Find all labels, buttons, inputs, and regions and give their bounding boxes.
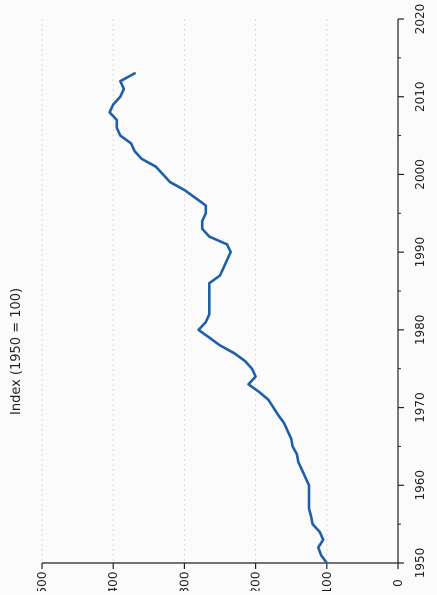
year-tick-label-2010: 2010 (413, 81, 427, 112)
value-tick-label-100: 100 (320, 572, 334, 591)
grid-layer (41, 19, 328, 563)
year-tick-label-2000: 2000 (413, 159, 427, 190)
value-tick-label-300: 300 (177, 572, 191, 591)
year-tick-label-1950: 1950 (413, 548, 427, 579)
year-tick-label-2020: 2020 (413, 4, 427, 35)
axis-layer: 1950 1960 1970 1980 1990 2000 2010 2020 0 100 200 3… (35, 4, 427, 595)
value-tick-label-500: 500 (35, 572, 49, 591)
series-line-0 (108, 72, 329, 565)
chart-title: Index (1950 = 100) (9, 288, 24, 415)
year-tick-label-1960: 1960 (413, 470, 427, 501)
series-layer (108, 72, 329, 565)
value-tick-label-200: 200 (249, 572, 263, 591)
year-tick-label-1980: 1980 (413, 315, 427, 346)
value-tick-label-0: 0 (391, 579, 405, 587)
year-tick-label-1990: 1990 (413, 237, 427, 268)
value-tick-label-400: 400 (106, 572, 120, 591)
year-tick-label-1970: 1970 (413, 392, 427, 423)
